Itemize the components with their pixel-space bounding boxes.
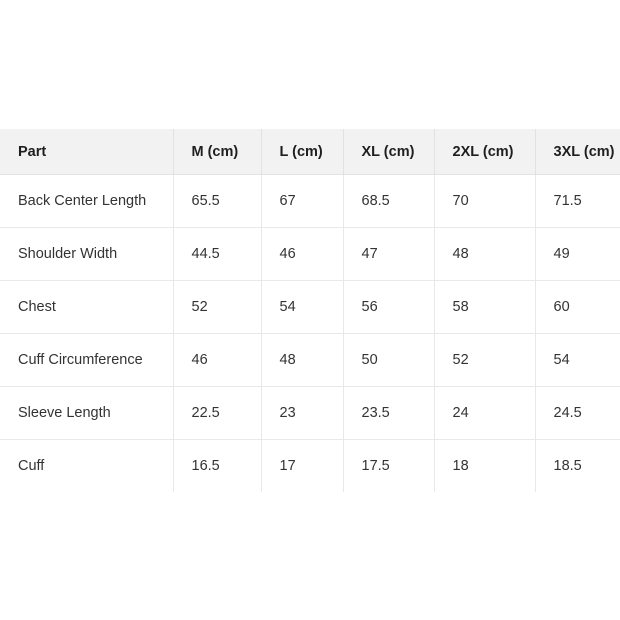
part-name-cell: Back Center Length	[0, 174, 174, 228]
table-row: Shoulder Width 44.5 46 47 48 49	[0, 227, 620, 281]
measurement-cell: 17	[261, 439, 344, 492]
table-row: Sleeve Length 22.5 23 23.5 24 24.5	[0, 386, 620, 440]
column-header: 3XL (cm)	[535, 129, 620, 175]
column-header: XL (cm)	[343, 129, 435, 175]
measurement-cell: 16.5	[173, 439, 262, 492]
measurement-cell: 52	[434, 333, 536, 387]
measurement-cell: 47	[343, 227, 435, 281]
measurement-cell: 48	[434, 227, 536, 281]
column-header: M (cm)	[173, 129, 262, 175]
measurement-cell: 54	[261, 280, 344, 334]
measurement-cell: 50	[343, 333, 435, 387]
measurement-cell: 71.5	[535, 174, 620, 228]
header-row: Part M (cm) L (cm) XL (cm) 2XL (cm) 3XL (cm)	[0, 129, 620, 175]
measurement-cell: 18.5	[553, 458, 582, 474]
part-name-cell: Sleeve Length	[0, 386, 174, 440]
size-chart-table: Part M (cm) L (cm) XL (cm) 2XL (cm) 3XL (cm) …	[0, 129, 620, 492]
measurement-cell: 46	[173, 333, 262, 387]
column-header: L (cm)	[261, 129, 344, 175]
measurement-cell: 23	[261, 386, 344, 440]
measurement-cell: 58	[434, 280, 536, 334]
part-name-cell: Chest	[0, 280, 174, 334]
measurement-cell: 18	[434, 439, 536, 492]
measurement-cell: 44.5	[173, 227, 262, 281]
measurement-cell: 46	[261, 227, 344, 281]
table-row: Back Center Length 65.5 67 68.5 70 71.5	[0, 174, 620, 228]
size-chart-table-container: Part M (cm) L (cm) XL (cm) 2XL (cm) 3XL (cm) …	[0, 129, 620, 492]
measurement-cell: 24.5	[535, 386, 620, 440]
measurement-cell: 68.5	[343, 174, 435, 228]
measurement-cell: 70	[434, 174, 536, 228]
column-header: Part	[0, 129, 174, 175]
measurement-cell: 65.5	[173, 174, 262, 228]
measurement-cell: 52	[173, 280, 262, 334]
measurement-cell: 17.5	[343, 439, 435, 492]
column-header: 2XL (cm)	[434, 129, 536, 175]
measurement-cell: 24	[434, 386, 536, 440]
measurement-cell: 23.5	[343, 386, 435, 440]
measurement-cell: 49	[535, 227, 620, 281]
measurement-cell: 22.5	[173, 386, 262, 440]
measurement-cell: 67	[261, 174, 344, 228]
table-row: Chest 52 54 56 58 60	[0, 280, 620, 334]
measurement-cell: 54	[535, 333, 620, 387]
measurement-cell: 48	[261, 333, 344, 387]
part-name-cell: Cuff Circumference	[0, 333, 174, 387]
table-row: Cuff Circumference 46 48 50 52 54	[0, 333, 620, 387]
part-name-cell: Shoulder Width	[0, 227, 174, 281]
measurement-cell: 60	[535, 280, 620, 334]
measurement-cell: 56	[343, 280, 435, 334]
part-name-cell: Cuff	[0, 439, 174, 492]
table-row: Cuff 16.5 17 17.5 18 18.5	[0, 439, 620, 492]
